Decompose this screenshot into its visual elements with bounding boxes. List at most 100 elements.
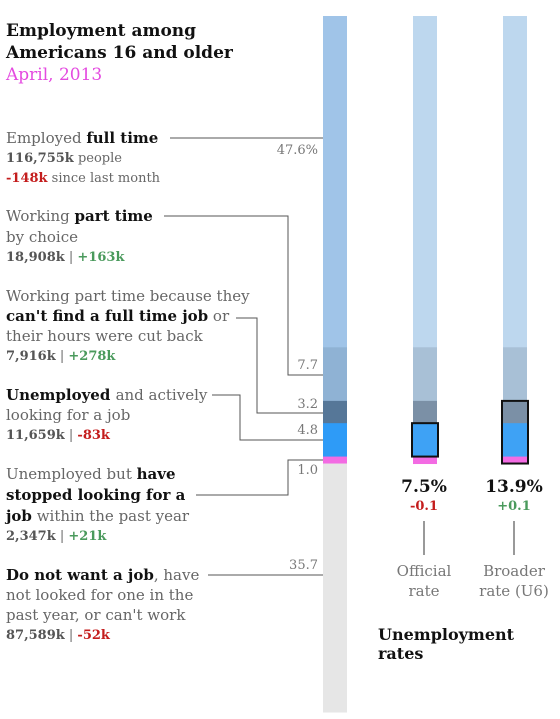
stat-part-time-econ-count: 7,916k bbox=[6, 349, 56, 364]
rate-official-label-2: rate bbox=[408, 582, 440, 600]
label-full-time: Employed full time bbox=[6, 128, 158, 148]
rate-broader-label: Broader rate (U6) bbox=[469, 561, 559, 601]
rate-leader-lines bbox=[423, 521, 515, 555]
stat-part-time-choice-change: +163k bbox=[77, 250, 125, 265]
label-stopped-post3: within the past year bbox=[31, 507, 190, 525]
label-stopped-bold1: have bbox=[136, 465, 176, 483]
pct-unemployed: 4.8 bbox=[297, 423, 318, 438]
label-not-want-line3: past year, or can't work bbox=[6, 606, 186, 624]
broader-bar-segment-unemployed bbox=[503, 423, 527, 458]
stat-stopped: 2,347k | +21k bbox=[6, 527, 106, 547]
rate-broader-value: 13.9% bbox=[485, 477, 543, 497]
rate-broader-label-2: rate (U6) bbox=[479, 582, 549, 600]
stat-stopped-count: 2,347k bbox=[6, 529, 56, 544]
title-line-2: Americans 16 and older bbox=[6, 43, 233, 63]
label-not-want-line1: Do not want a job, have bbox=[6, 565, 199, 585]
stat-part-time-econ-sep: | bbox=[55, 349, 69, 364]
connector-lines bbox=[164, 137, 323, 576]
label-not-want-line2: not looked for one in the bbox=[6, 586, 194, 604]
stat-not-want: 87,589k | -52k bbox=[6, 626, 110, 646]
label-unemployed-line2: looking for a job bbox=[6, 406, 131, 424]
change-full-time-suffix: since last month bbox=[47, 171, 161, 186]
main-bar-segment-unemployed bbox=[323, 423, 347, 458]
chart-subtitle: April, 2013 bbox=[6, 65, 103, 85]
stat-part-time-choice-count: 18,908k bbox=[6, 250, 65, 265]
label-unemployed: Unemployed and actively bbox=[6, 385, 207, 405]
stat-unemployed-count: 11,659k bbox=[6, 428, 65, 443]
stat-part-time-econ-change: +278k bbox=[68, 349, 116, 364]
rates-title: Unemployment rates bbox=[378, 625, 515, 663]
highlight-box-official bbox=[411, 422, 439, 458]
label-part-time-choice-bold: part time bbox=[74, 207, 153, 225]
connector-part-time-econ bbox=[236, 317, 323, 414]
label-full-time-pre: Employed bbox=[6, 129, 87, 147]
stat-part-time-choice-sep: | bbox=[64, 250, 78, 265]
pct-stopped: 1.0 bbox=[297, 463, 318, 478]
label-stopped-line2: stopped looking for a bbox=[6, 485, 185, 505]
broader-bar-segment-part-time-choice bbox=[503, 347, 527, 402]
pct-part-time-choice: 7.7 bbox=[297, 358, 318, 373]
rate-broader-change: +0.1 bbox=[497, 499, 531, 514]
label-not-want-bold: Do not want a job bbox=[6, 566, 154, 584]
label-stopped-bold3: job bbox=[6, 507, 32, 525]
main-bar-segment-not-want bbox=[323, 463, 347, 713]
pct-part-time-econ: 3.2 bbox=[297, 397, 318, 412]
label-full-time-bold: full time bbox=[86, 129, 159, 147]
stat-not-want-sep: | bbox=[64, 628, 78, 643]
official-bar-segment-stopped-looking bbox=[413, 456, 437, 465]
pct-not-want: 35.7 bbox=[289, 558, 318, 573]
official-bar-segment-unemployed bbox=[413, 423, 437, 458]
main-bar-segment-full-time bbox=[323, 16, 347, 348]
rate-bars bbox=[411, 16, 529, 465]
stat-not-want-count: 87,589k bbox=[6, 628, 65, 643]
label-part-time-econ-post: or bbox=[208, 307, 230, 325]
official-bar-segment-part-time-econ bbox=[413, 400, 437, 424]
connector-unemployed bbox=[212, 394, 323, 441]
label-stopped-bold2: stopped looking for a bbox=[6, 486, 186, 504]
stat-part-time-choice: 18,908k | +163k bbox=[6, 248, 124, 268]
connector-stopped bbox=[196, 459, 323, 496]
main-bar-segment-part-time-choice bbox=[323, 347, 347, 402]
stat-stopped-change: +21k bbox=[68, 529, 107, 544]
label-stopped-pre: Unemployed but bbox=[6, 465, 137, 483]
label-part-time-choice: Working part time bbox=[6, 206, 153, 226]
broader-bar-segment-stopped-looking bbox=[503, 456, 527, 465]
label-unemployed-bold: Unemployed bbox=[6, 386, 116, 404]
label-stopped-line3: job within the past year bbox=[6, 506, 189, 526]
main-stacked-bar bbox=[323, 16, 347, 713]
stat-full-time-count: 116,755k bbox=[6, 151, 74, 166]
stat-full-time-count-suffix: people bbox=[73, 151, 122, 166]
stat-unemployed-sep: | bbox=[64, 428, 78, 443]
rate-official-value: 7.5% bbox=[401, 477, 447, 497]
pct-full-time: 47.6% bbox=[276, 143, 318, 158]
label-part-time-econ-line2: can't find a full time job or bbox=[6, 306, 229, 326]
stat-unemployed: 11,659k | -83k bbox=[6, 426, 110, 446]
main-bar-segment-stopped-looking bbox=[323, 456, 347, 465]
official-bar-segment-full-time bbox=[413, 16, 437, 348]
official-bar-segment-part-time-choice bbox=[413, 347, 437, 402]
rate-broader-label-1: Broader bbox=[483, 562, 545, 580]
chart-title: Employment among Americans 16 and older bbox=[6, 20, 233, 64]
broader-bar-segment-full-time bbox=[503, 16, 527, 348]
title-line-1: Employment among bbox=[6, 21, 197, 41]
label-not-want-post: , have bbox=[153, 566, 200, 584]
stat-unemployed-change: -83k bbox=[77, 428, 110, 443]
rate-official-label: Official rate bbox=[379, 561, 469, 601]
broader-bar-segment-part-time-econ bbox=[503, 400, 527, 424]
rate-official-change: -0.1 bbox=[409, 499, 438, 514]
stat-full-time: 116,755k people bbox=[6, 149, 122, 169]
label-unemployed-post: and actively bbox=[115, 386, 208, 404]
label-part-time-choice-line2: by choice bbox=[6, 228, 79, 246]
label-stopped-line1: Unemployed but have bbox=[6, 464, 176, 484]
change-full-time: -148k since last month bbox=[6, 169, 160, 189]
change-full-time-value: -148k bbox=[6, 171, 48, 186]
main-bar-segment-part-time-econ bbox=[323, 400, 347, 424]
highlight-box-broader bbox=[501, 399, 529, 465]
label-part-time-econ-line3: their hours were cut back bbox=[6, 327, 203, 345]
stat-not-want-change: -52k bbox=[77, 628, 110, 643]
label-part-time-econ-line1: Working part time because they bbox=[6, 287, 250, 305]
stat-stopped-sep: | bbox=[55, 529, 69, 544]
label-part-time-choice-pre: Working bbox=[6, 207, 75, 225]
